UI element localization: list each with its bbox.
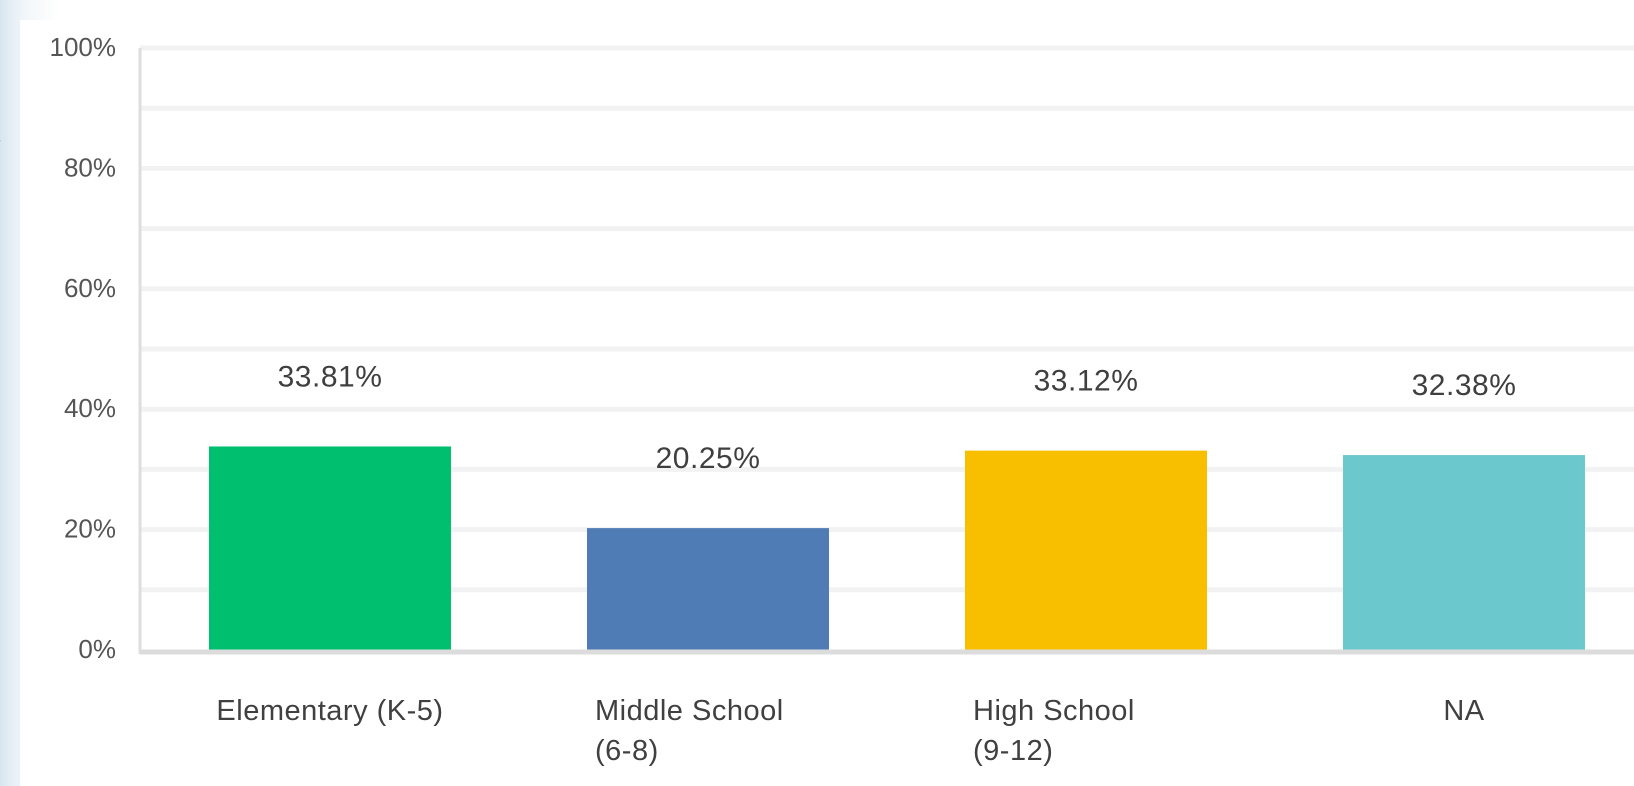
y-tick-label: 80% [64,152,116,182]
data-label: 32.38% [1412,369,1517,402]
category-label: Middle School [595,695,784,727]
y-tick-label: 40% [64,393,116,423]
y-tick-label: 100% [50,32,117,62]
y-tick-label: 20% [64,514,116,544]
bar [965,450,1207,650]
chart-panel [20,20,1634,786]
data-label: 33.81% [278,360,383,393]
bar [587,528,829,650]
data-label: 33.12% [1034,365,1139,398]
category-label: NA [1443,695,1484,727]
category-label: Elementary (K-5) [216,695,443,727]
data-label: 20.25% [656,442,761,475]
bar [209,446,451,650]
category-label: (9-12) [973,735,1053,767]
category-label: High School [973,695,1135,727]
y-tick-label: 0% [78,634,116,664]
y-tick-label: 60% [64,273,116,303]
category-label: (6-8) [595,735,659,767]
bar [1343,455,1585,650]
